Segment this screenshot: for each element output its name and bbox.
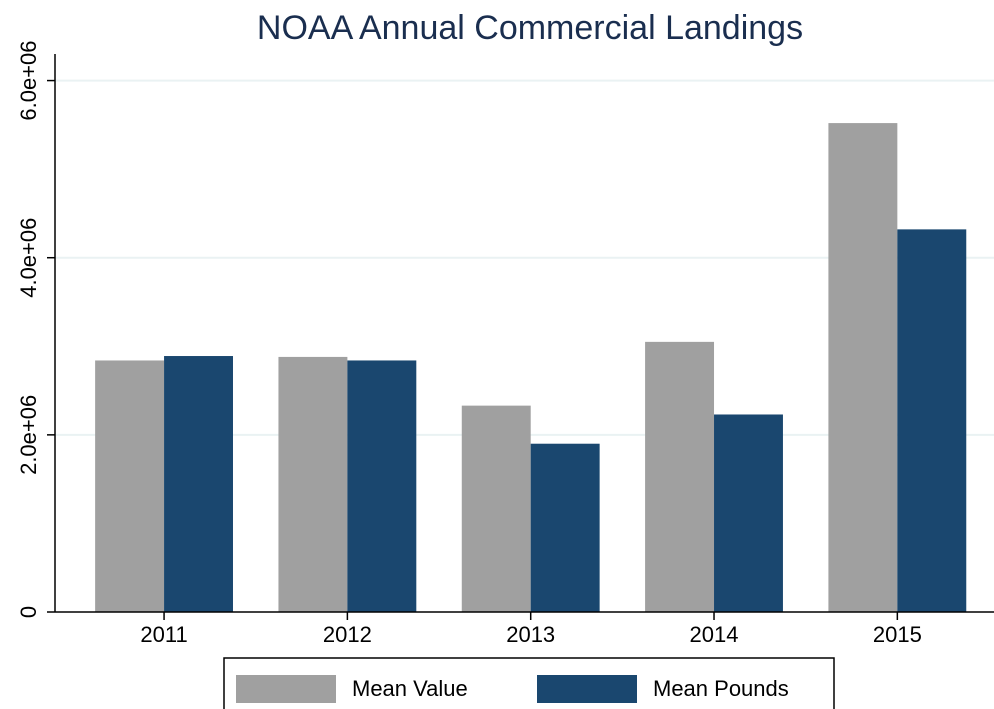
x-tick-label: 2014 (690, 622, 739, 647)
x-tick-label: 2012 (323, 622, 372, 647)
chart-title: NOAA Annual Commercial Landings (257, 9, 803, 47)
bar (645, 341, 715, 612)
y-tick-label: 0 (16, 606, 41, 618)
legend-swatch (236, 675, 336, 703)
bar (347, 360, 417, 612)
legend-swatch (537, 675, 637, 703)
x-tick-label: 2011 (140, 622, 187, 647)
bar (461, 405, 531, 612)
bar (897, 229, 967, 612)
legend-label: Mean Value (352, 676, 468, 701)
bar (530, 443, 600, 612)
bar (164, 356, 233, 612)
y-tick-label: 4.0e+06 (16, 218, 41, 298)
bar (95, 360, 165, 612)
y-tick-label: 6.0e+06 (16, 41, 41, 121)
x-tick-label: 2015 (873, 622, 922, 647)
x-tick-label: 2013 (506, 622, 555, 647)
y-tick-label: 2.0e+06 (16, 395, 41, 475)
bar (714, 414, 783, 612)
bar (278, 356, 348, 612)
legend-label: Mean Pounds (653, 676, 789, 701)
bar (828, 123, 898, 612)
